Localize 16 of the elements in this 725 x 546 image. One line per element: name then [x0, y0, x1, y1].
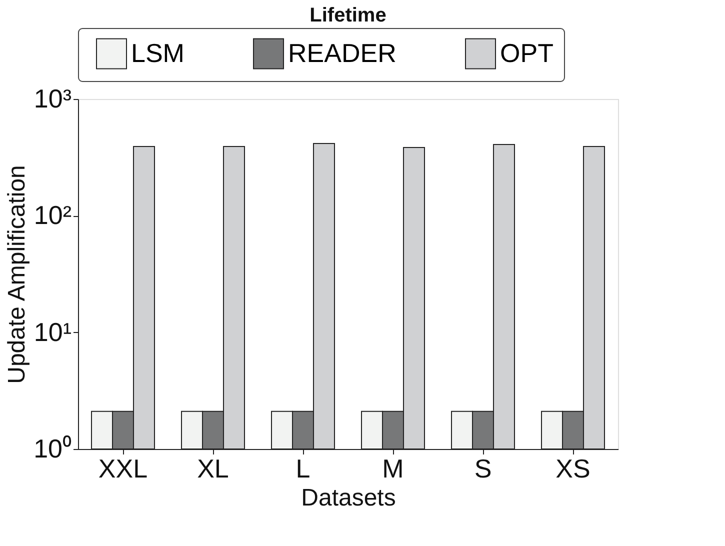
- y-axis-title: Update Amplification: [4, 165, 31, 384]
- x-tick-label: XXL: [98, 454, 148, 484]
- x-tick-label: XL: [197, 454, 229, 484]
- y-tick-label: 10²: [34, 200, 72, 230]
- x-tick-label: S: [474, 454, 492, 484]
- legend-label: OPT: [500, 38, 554, 68]
- legend-label: LSM: [131, 38, 184, 68]
- y-tick-label: 10⁰: [34, 434, 72, 464]
- legend-label: READER: [288, 38, 396, 68]
- chart-title: Lifetime: [310, 4, 386, 26]
- x-tick-label: XS: [556, 454, 590, 484]
- x-tick-label: M: [382, 454, 404, 484]
- y-tick-label: 10³: [34, 84, 72, 114]
- y-tick-label: 10¹: [34, 316, 72, 347]
- x-tick-label: L: [296, 454, 310, 484]
- x-axis-title: Datasets: [301, 484, 396, 512]
